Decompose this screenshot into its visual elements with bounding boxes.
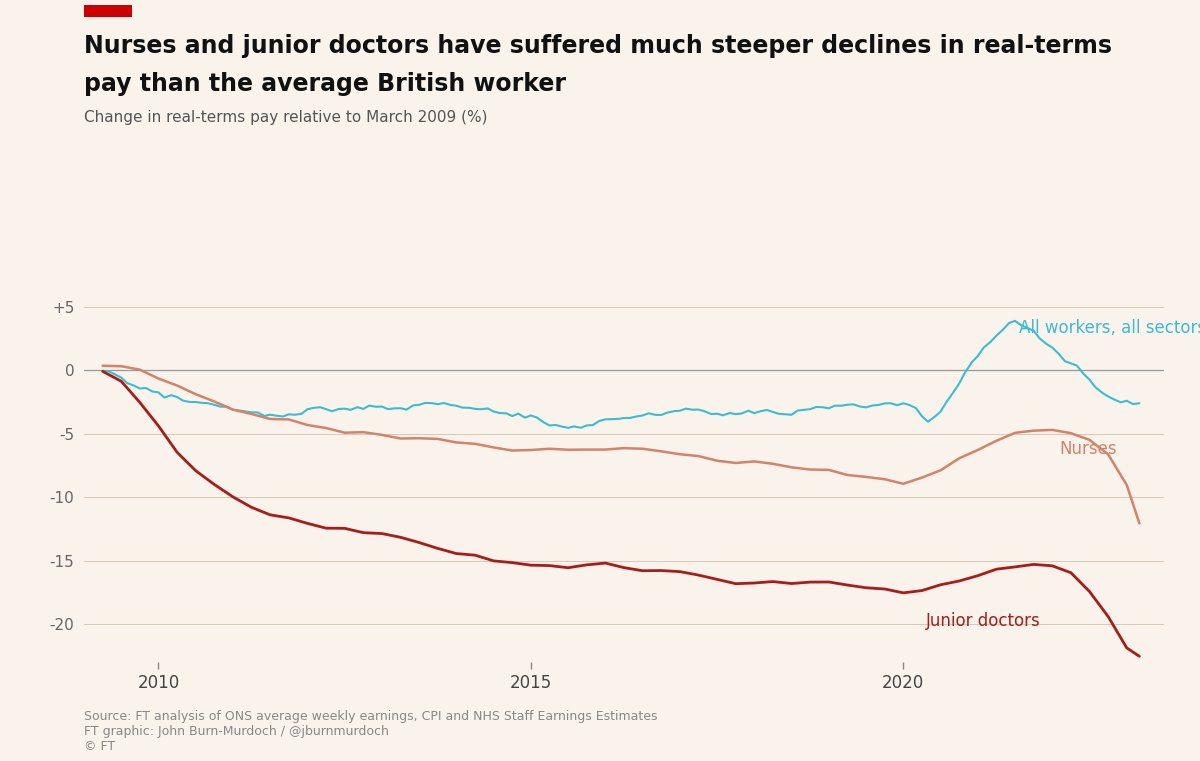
Text: Nurses and junior doctors have suffered much steeper declines in real-terms: Nurses and junior doctors have suffered … [84, 34, 1112, 59]
Text: pay than the average British worker: pay than the average British worker [84, 72, 566, 97]
Text: All workers, all sectors: All workers, all sectors [1019, 320, 1200, 337]
Text: Junior doctors: Junior doctors [925, 613, 1040, 630]
Text: Nurses: Nurses [1060, 440, 1117, 458]
Text: Change in real-terms pay relative to March 2009 (%): Change in real-terms pay relative to Mar… [84, 110, 487, 126]
Text: Source: FT analysis of ONS average weekly earnings, CPI and NHS Staff Earnings E: Source: FT analysis of ONS average weekl… [84, 710, 658, 753]
